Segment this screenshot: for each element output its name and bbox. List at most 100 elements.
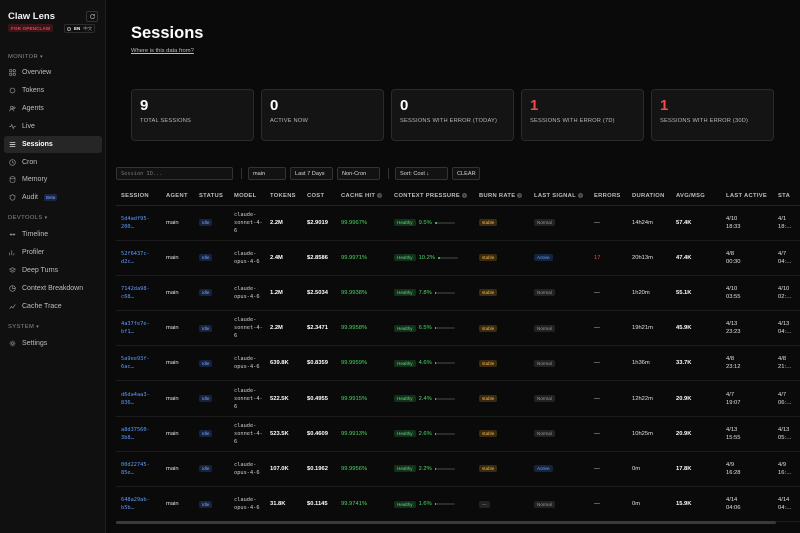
session-id-link[interactable]: 5a9ee93f-6ac…	[116, 345, 161, 382]
burn-rate-badge: stable	[479, 324, 498, 332]
section-devtools[interactable]: DEVTOOLS ▾	[8, 215, 48, 221]
horizontal-scrollbar[interactable]	[116, 521, 776, 524]
column-header[interactable]: AVG/MSG	[671, 187, 721, 206]
status-badge: Idle	[199, 324, 213, 332]
session-id-link[interactable]: 7142da98-c68…	[116, 275, 161, 312]
sidebar-item-overview[interactable]: Overview	[4, 64, 102, 81]
start-time: 16:…	[778, 469, 792, 476]
section-system[interactable]: SYSTEM ▾	[8, 324, 40, 330]
table-row[interactable]: 7142da98-c68… main Idle claude-opus-4-6 1.2M…	[116, 275, 800, 312]
status-badge: Idle	[199, 500, 213, 508]
duration-cell: 12h22m	[627, 380, 671, 417]
session-id-link[interactable]: 5d4adf95-200…	[116, 205, 161, 241]
sidebar-item-sessions[interactable]: Sessions	[4, 135, 102, 153]
sidebar-item-live[interactable]: Live	[4, 118, 102, 135]
help-icon[interactable]: ?	[517, 192, 523, 198]
column-header[interactable]: LAST ACTIVE	[721, 187, 773, 206]
help-icon[interactable]: ?	[377, 192, 383, 198]
session-id-link[interactable]: a8d37560-3b8…	[116, 416, 161, 452]
column-header[interactable]: STATUS	[194, 187, 229, 206]
model-cell: claude-opus-4-6	[229, 451, 265, 488]
session-id-link[interactable]: 4a37fe7e-bf1…	[116, 310, 161, 347]
status-badge: Idle	[199, 395, 213, 403]
duration-cell: 19h21m	[627, 310, 671, 347]
help-icon[interactable]: ?	[577, 192, 583, 198]
sidebar-item-cron[interactable]: Cron	[4, 154, 102, 171]
table-row[interactable]: 00d22745-85e… main Idle claude-opus-4-6 107.…	[116, 451, 800, 488]
lang-zh[interactable]: 中文	[83, 25, 93, 31]
last-active-cell: 4/10 18:33	[721, 205, 773, 241]
sidebar-item-timeline[interactable]: Timeline	[4, 226, 102, 243]
sidebar-item-memory[interactable]: Memory	[4, 171, 102, 188]
agent-select[interactable]: main	[248, 167, 286, 180]
avg-msg-cell: 55.1K	[671, 275, 721, 312]
session-id-link[interactable]: 648a29ab-b5b…	[116, 486, 161, 523]
table-row[interactable]: 52f6437c-d2c… main Idle claude-opus-4-6 2.4M…	[116, 240, 800, 276]
stat-value: 0	[270, 97, 279, 114]
beta-badge: Beta	[43, 194, 58, 202]
column-header[interactable]: ERRORS	[589, 187, 627, 206]
session-search-input[interactable]: Session ID...	[116, 167, 233, 180]
clock-icon	[9, 158, 16, 166]
burn-rate-cell: stable	[474, 451, 529, 488]
pressure-badge: Healthy	[394, 324, 416, 332]
language-switcher[interactable]: EN 中文	[64, 24, 96, 33]
range-select[interactable]: Last 7 Days	[290, 167, 333, 180]
column-header[interactable]: BURN RATE?	[474, 187, 529, 206]
clear-button[interactable]: CLEAR	[452, 167, 480, 180]
started-cell: 4/13 04:…	[773, 310, 800, 347]
sort-select[interactable]: Sort: Cost ↓	[395, 167, 448, 180]
section-monitor[interactable]: MONITOR ▾	[8, 54, 43, 60]
table-row[interactable]: 648a29ab-b5b… main Idle claude-opus-4-6 31.8…	[116, 486, 800, 523]
sidebar-item-deep-turns[interactable]: Deep Turns	[4, 262, 102, 279]
table-row[interactable]: a8d37560-3b8… main Idle claude-sonnet-4-6 52…	[116, 416, 800, 452]
help-icon[interactable]: ?	[462, 192, 467, 198]
table-row[interactable]: 5a9ee93f-6ac… main Idle claude-opus-4-6 639.…	[116, 345, 800, 382]
context-pressure-cell: Healthy 2.2%	[389, 451, 474, 488]
burn-rate-cell: stable	[474, 310, 529, 347]
sidebar-item-audit[interactable]: Audit Beta	[4, 189, 102, 206]
stat-label: SESSIONS WITH ERROR (TODAY)	[400, 118, 498, 124]
lang-en[interactable]: EN	[74, 26, 81, 31]
session-id-link[interactable]: 52f6437c-d2c…	[116, 240, 161, 276]
column-header[interactable]: STA	[773, 187, 800, 206]
sidebar-item-agents[interactable]: Agents	[4, 100, 102, 117]
column-header[interactable]: TOKENS	[265, 187, 302, 206]
refresh-icon	[89, 14, 95, 19]
sidebar-item-cache-trace[interactable]: Cache Trace	[4, 298, 102, 315]
session-id-link[interactable]: 00d22745-85e…	[116, 451, 161, 488]
sidebar-item-profiler[interactable]: Profiler	[4, 244, 102, 261]
column-header[interactable]: DURATION	[627, 187, 671, 206]
tokens-cell: 107.0K	[265, 451, 302, 488]
stat-value: 1	[660, 97, 669, 114]
column-header[interactable]: CACHE HIT?	[336, 187, 389, 206]
sidebar-item-tokens[interactable]: Tokens	[4, 82, 102, 99]
tokens-cell: 2.2M	[265, 205, 302, 241]
last-active-time: 19:07	[726, 399, 741, 406]
sidebar-item-context-breakdown[interactable]: Context Breakdown	[4, 280, 102, 297]
shield-icon	[9, 194, 16, 201]
sidebar-item-settings[interactable]: Settings	[4, 335, 102, 352]
tokens-cell: 1.2M	[265, 275, 302, 312]
cron-select[interactable]: Non-Cron	[337, 167, 380, 180]
column-header[interactable]: SESSION	[116, 187, 161, 206]
session-id-link[interactable]: d6da4aa3-836…	[116, 380, 161, 417]
last-active-time: 00:30	[726, 258, 741, 265]
column-header[interactable]: AGENT	[161, 187, 194, 206]
burn-rate-badge: stable	[479, 430, 498, 438]
refresh-button[interactable]	[86, 11, 98, 22]
column-header[interactable]: COST	[302, 187, 336, 206]
cache-hit-cell: 99.9959%	[336, 345, 389, 382]
table-row[interactable]: 5d4adf95-200… main Idle claude-sonnet-4-6 2.…	[116, 205, 800, 241]
timeline-icon	[9, 231, 16, 238]
column-header[interactable]: CONTEXT PRESSURE?	[389, 187, 474, 206]
data-source-link[interactable]: Where is this data from?	[131, 48, 194, 54]
sessions-table-wrap[interactable]: SESSION AGENT STATUS MODEL TOKENS COST CACHE H…	[116, 187, 800, 524]
table-row[interactable]: 4a37fe7e-bf1… main Idle claude-sonnet-4-6 2.…	[116, 310, 800, 347]
column-header[interactable]: LAST SIGNAL?	[529, 187, 589, 206]
last-signal-cell: Normal	[529, 380, 589, 417]
cache-hit-cell: 99.9971%	[336, 240, 389, 276]
column-header[interactable]: MODEL	[229, 187, 265, 206]
table-row[interactable]: d6da4aa3-836… main Idle claude-sonnet-4-6 52…	[116, 380, 800, 417]
stat-card: 0 SESSIONS WITH ERROR (TODAY)	[391, 89, 514, 141]
